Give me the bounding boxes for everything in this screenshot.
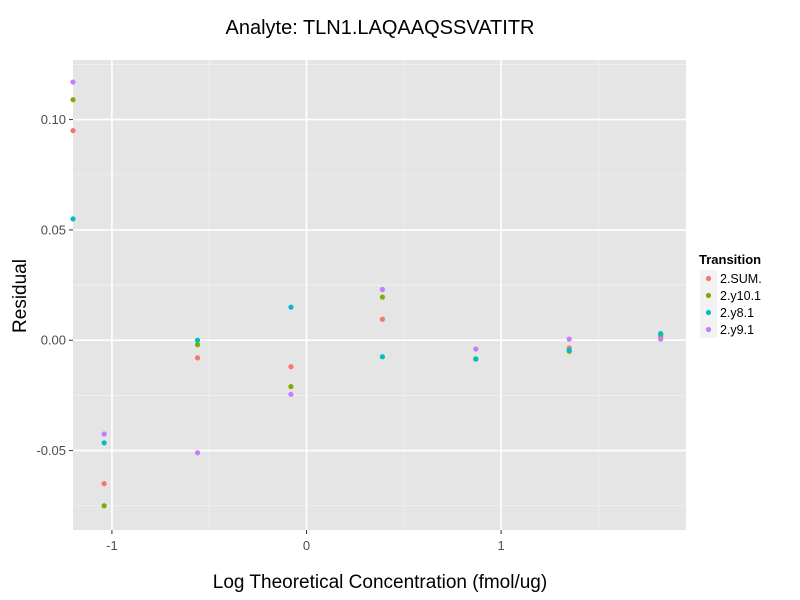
legend-item-2-y8-1: 2.y8.1 — [700, 304, 754, 321]
data-point-2-sum — [70, 128, 76, 134]
data-point-2-sum — [101, 481, 107, 487]
x-axis-title: Log Theoretical Concentration (fmol/ug) — [213, 572, 547, 593]
data-point-2-y9-1 — [194, 450, 201, 456]
legend: Transition 2.SUM. 2.y10.1 2.y8.1 2.y9.1 — [699, 252, 762, 338]
data-point-2-y8-1 — [194, 337, 201, 343]
data-point-2-y8-1 — [70, 216, 76, 222]
legend-key-2-y8-1 — [705, 309, 712, 316]
legend-label-2-sum: 2.SUM. — [720, 272, 762, 286]
data-point-2-y9-1 — [101, 431, 107, 437]
legend-label-2-y8-1: 2.y8.1 — [720, 306, 754, 320]
minor-gridlines — [73, 60, 686, 530]
legend-title: Transition — [699, 252, 761, 267]
data-point-2-sum — [194, 355, 201, 361]
data-point-2-y8-1 — [566, 347, 572, 353]
y-tick-label: 0.00 — [41, 333, 66, 348]
y-axis-title: Residual — [10, 259, 31, 333]
data-point-2-y10-1 — [288, 383, 294, 390]
data-point-2-y9-1 — [70, 79, 76, 85]
x-tick-label: 1 — [498, 538, 505, 553]
data-point-2-y10-1 — [101, 503, 107, 509]
major-gridlines — [73, 60, 686, 530]
legend-item-2-y10-1: 2.y10.1 — [700, 287, 761, 304]
y-tick-label: -0.05 — [36, 443, 66, 458]
legend-key-2-sum — [705, 275, 712, 282]
data-point-2-y9-1 — [473, 346, 479, 352]
legend-label-2-y10-1: 2.y10.1 — [720, 289, 761, 303]
data-point-2-y10-1 — [194, 342, 201, 348]
x-tick-label: -1 — [106, 538, 118, 553]
legend-key-2-y9-1 — [705, 326, 712, 333]
data-point-2-y10-1 — [70, 97, 76, 103]
x-tick-label: 0 — [303, 538, 310, 553]
data-point-2-y9-1 — [288, 391, 294, 397]
legend-label-2-y9-1: 2.y9.1 — [720, 323, 754, 337]
data-point-2-sum — [379, 316, 386, 322]
chart-title: Analyte: TLN1.LAQAAQSSVATITR — [225, 17, 534, 39]
legend-item-2-y9-1: 2.y9.1 — [700, 321, 754, 338]
data-point-2-y9-1 — [566, 336, 572, 342]
data-point-2-y8-1 — [658, 331, 664, 337]
data-point-2-y8-1 — [379, 354, 386, 360]
data-point-2-y8-1 — [473, 356, 479, 362]
legend-items: 2.SUM. 2.y10.1 2.y8.1 2.y9.1 — [700, 270, 762, 338]
data-point-2-y9-1 — [379, 286, 386, 293]
y-tick-label: 0.10 — [41, 112, 66, 127]
data-point-2-y10-1 — [379, 294, 386, 300]
data-point-2-y8-1 — [101, 440, 107, 446]
data-point-2-y8-1 — [288, 304, 294, 310]
data-point-2-y9-1 — [658, 336, 664, 342]
plot-panel — [73, 60, 686, 530]
legend-item-2-sum: 2.SUM. — [700, 270, 762, 287]
y-tick-label: 0.05 — [41, 222, 66, 237]
data-points — [70, 79, 664, 509]
legend-key-2-y10-1 — [705, 292, 712, 299]
x-axis-ticks: -1 0 1 — [106, 530, 505, 553]
data-point-2-sum — [288, 364, 294, 370]
y-axis-ticks: -0.05 0.00 0.05 0.10 — [36, 112, 73, 458]
